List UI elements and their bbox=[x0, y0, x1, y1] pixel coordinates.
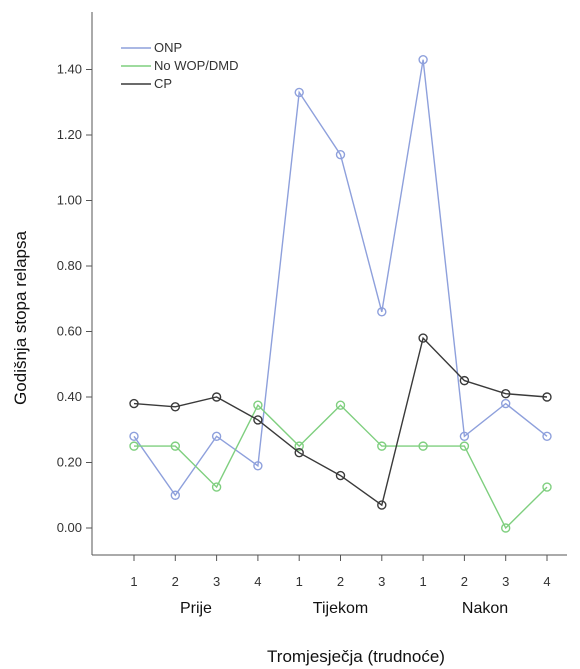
x-tick-label: 1 bbox=[419, 574, 426, 589]
data-point bbox=[253, 415, 263, 425]
data-point bbox=[459, 441, 470, 451]
plot-area: 0.00 0.20 0.40 0.60 0.80 1.00 1.20 1.40 1 2 3 4 1 2 3… bbox=[57, 12, 567, 617]
x-tick-label: 1 bbox=[296, 574, 303, 589]
group-label: Prije bbox=[180, 600, 212, 617]
group-labels: Prije Tijekom Nakon bbox=[180, 600, 508, 617]
data-point bbox=[418, 333, 428, 343]
y-ticks: 0.00 0.20 0.40 0.60 0.80 1.00 1.20 1.40 bbox=[57, 62, 92, 535]
data-point bbox=[211, 392, 222, 402]
data-point bbox=[129, 441, 139, 451]
data-point bbox=[294, 447, 304, 458]
y-axis-title: Godišnja stopa relapsa bbox=[11, 231, 30, 405]
x-tick-label: 2 bbox=[461, 574, 468, 589]
data-point bbox=[418, 54, 428, 65]
legend-label: ONP bbox=[154, 40, 182, 55]
data-point bbox=[377, 441, 387, 451]
y-tick-label: 1.00 bbox=[57, 193, 82, 208]
x-tick-label: 4 bbox=[543, 574, 550, 589]
data-point bbox=[129, 398, 139, 409]
x-tick-label: 1 bbox=[130, 574, 137, 589]
data-point bbox=[129, 431, 139, 441]
data-point bbox=[335, 470, 346, 481]
data-point bbox=[335, 400, 346, 410]
series-layer bbox=[129, 54, 552, 533]
data-point bbox=[294, 441, 304, 451]
x-ticks: 1 2 3 4 1 2 3 1 2 3 4 bbox=[130, 555, 551, 589]
x-tick-label: 2 bbox=[337, 574, 344, 589]
data-point bbox=[170, 441, 181, 451]
series-1 bbox=[129, 400, 552, 533]
data-point bbox=[542, 392, 552, 402]
legend-label: CP bbox=[154, 76, 172, 91]
data-point bbox=[377, 500, 387, 510]
data-point bbox=[501, 389, 511, 399]
data-point bbox=[459, 375, 470, 386]
x-tick-label: 3 bbox=[378, 574, 385, 589]
y-tick-label: 1.20 bbox=[57, 127, 82, 142]
data-point bbox=[542, 431, 552, 441]
legend-label: No WOP/DMD bbox=[154, 58, 239, 73]
y-tick-label: 0.20 bbox=[57, 455, 82, 470]
data-point bbox=[253, 461, 263, 471]
x-axis-title: Tromjesječja (trudnoće) bbox=[267, 647, 445, 666]
y-tick-label: 1.40 bbox=[57, 62, 82, 77]
data-point bbox=[294, 87, 304, 98]
x-tick-label: 3 bbox=[213, 574, 220, 589]
series-line bbox=[133, 59, 548, 497]
x-tick-label: 2 bbox=[172, 574, 179, 589]
group-label: Nakon bbox=[462, 600, 508, 617]
data-point bbox=[501, 523, 511, 533]
data-point bbox=[418, 441, 428, 451]
y-tick-label: 0.80 bbox=[57, 258, 82, 273]
group-label: Tijekom bbox=[313, 600, 368, 617]
data-point bbox=[170, 490, 181, 500]
y-tick-label: 0.00 bbox=[57, 520, 82, 535]
series-line bbox=[133, 336, 548, 507]
data-point bbox=[335, 149, 346, 160]
data-point bbox=[542, 482, 552, 492]
series-0 bbox=[129, 54, 552, 500]
x-tick-label: 4 bbox=[254, 574, 261, 589]
data-point bbox=[211, 482, 222, 492]
x-tick-label: 3 bbox=[502, 574, 509, 589]
legend: ONP No WOP/DMD CP bbox=[121, 40, 239, 91]
y-tick-label: 0.40 bbox=[57, 389, 82, 404]
y-tick-label: 0.60 bbox=[57, 324, 82, 339]
series-2 bbox=[129, 333, 552, 510]
data-point bbox=[211, 431, 222, 441]
data-point bbox=[170, 402, 181, 412]
data-point bbox=[253, 400, 263, 410]
series-line bbox=[134, 404, 548, 530]
data-point bbox=[501, 398, 511, 409]
data-point bbox=[377, 307, 387, 317]
data-point bbox=[459, 431, 470, 441]
